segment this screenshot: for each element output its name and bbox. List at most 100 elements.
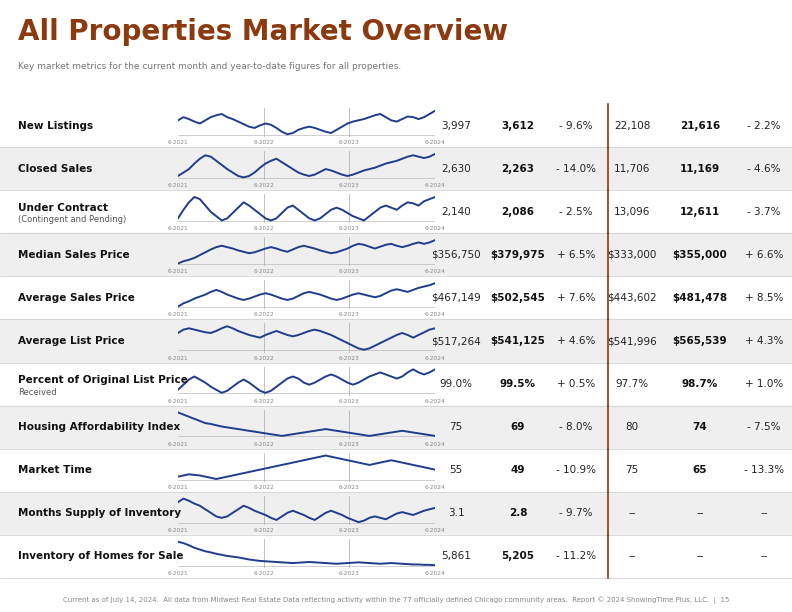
Text: 13,096: 13,096	[614, 207, 650, 217]
Text: 2,086: 2,086	[501, 207, 535, 217]
Text: 6-2023: 6-2023	[339, 356, 360, 360]
Text: 6-2023: 6-2023	[339, 442, 360, 447]
Text: 12,611: 12,611	[680, 207, 720, 217]
Text: 97.7%: 97.7%	[615, 379, 649, 389]
Text: 6-2024: 6-2024	[425, 140, 445, 145]
Text: + 6.6%: + 6.6%	[744, 250, 783, 260]
Text: 6-2022: 6-2022	[253, 485, 274, 490]
Text: 6-2021: 6-2021	[168, 226, 188, 231]
Text: $333,000: $333,000	[607, 250, 657, 260]
Text: $355,000: $355,000	[672, 250, 727, 260]
Text: 6-2024: 6-2024	[425, 356, 445, 360]
Text: 3,612: 3,612	[501, 121, 535, 130]
Text: 6-2023: 6-2023	[339, 313, 360, 318]
Text: 6-2022: 6-2022	[253, 183, 274, 188]
Text: Key market metrics for the current month and year-to-date figures for all proper: Key market metrics for the current month…	[18, 62, 402, 71]
Text: 98.7%: 98.7%	[682, 379, 718, 389]
Text: - 2.5%: - 2.5%	[559, 207, 592, 217]
Text: 21,616: 21,616	[680, 121, 720, 130]
Text: + 8.5%: + 8.5%	[744, 293, 783, 303]
Text: 6-2024: 6-2024	[425, 313, 445, 318]
Text: 6-2021: 6-2021	[168, 140, 188, 145]
Text: Inventory of Homes for Sale: Inventory of Homes for Sale	[18, 551, 184, 561]
Text: 65: 65	[693, 465, 707, 476]
Text: + 1.0%: + 1.0%	[744, 379, 783, 389]
Text: 6-2022: 6-2022	[253, 226, 274, 231]
Text: --: --	[696, 509, 704, 518]
Text: --: --	[760, 551, 767, 561]
Text: Percent of Original List Price: Percent of Original List Price	[18, 375, 188, 385]
Text: New Listings: New Listings	[18, 121, 93, 130]
Text: 6-2024: 6-2024	[497, 86, 539, 96]
Text: - 9.6%: - 9.6%	[559, 121, 592, 130]
Text: - 14.0%: - 14.0%	[556, 163, 596, 174]
Text: $517,264: $517,264	[431, 336, 481, 346]
Text: Key Metrics: Key Metrics	[18, 86, 87, 96]
Text: 6-2022: 6-2022	[253, 269, 274, 274]
Text: $541,996: $541,996	[607, 336, 657, 346]
Text: 6-2023: 6-2023	[436, 86, 476, 96]
Text: 3,997: 3,997	[441, 121, 471, 130]
Text: YTD 2023: YTD 2023	[604, 86, 660, 96]
Text: 6-2023: 6-2023	[339, 485, 360, 490]
Text: 6-2022: 6-2022	[253, 571, 274, 576]
Text: 6-2023: 6-2023	[339, 528, 360, 533]
Text: - 10.9%: - 10.9%	[556, 465, 596, 476]
Text: $467,149: $467,149	[431, 293, 481, 303]
Text: + / –: + / –	[752, 86, 776, 96]
Text: - 4.6%: - 4.6%	[747, 163, 781, 174]
Text: Under Contract: Under Contract	[18, 203, 108, 213]
Text: 6-2021: 6-2021	[168, 398, 188, 404]
Text: 6-2022: 6-2022	[253, 356, 274, 360]
Text: $502,545: $502,545	[490, 293, 546, 303]
Text: - 7.5%: - 7.5%	[747, 422, 781, 432]
Text: $565,539: $565,539	[672, 336, 727, 346]
Text: Received: Received	[18, 387, 56, 397]
Text: 6-2021: 6-2021	[168, 571, 188, 576]
Text: 6-2021: 6-2021	[168, 442, 188, 447]
Text: --: --	[628, 551, 636, 561]
Text: 3.1: 3.1	[447, 509, 464, 518]
Text: 2,630: 2,630	[441, 163, 471, 174]
Text: Housing Affordability Index: Housing Affordability Index	[18, 422, 181, 432]
Text: $379,975: $379,975	[490, 250, 546, 260]
Text: 11,169: 11,169	[680, 163, 720, 174]
Text: 11,706: 11,706	[614, 163, 650, 174]
Text: Months Supply of Inventory: Months Supply of Inventory	[18, 509, 181, 518]
Text: Historical Sparklines: Historical Sparklines	[180, 86, 303, 96]
Text: 6-2024: 6-2024	[425, 485, 445, 490]
Text: 6-2021: 6-2021	[168, 183, 188, 188]
Text: 6-2023: 6-2023	[339, 226, 360, 231]
Text: 6-2024: 6-2024	[425, 398, 445, 404]
Text: 22,108: 22,108	[614, 121, 650, 130]
Text: + 6.5%: + 6.5%	[557, 250, 595, 260]
Text: 6-2023: 6-2023	[339, 269, 360, 274]
Text: 6-2021: 6-2021	[168, 485, 188, 490]
Text: 6-2024: 6-2024	[425, 528, 445, 533]
Text: 6-2021: 6-2021	[168, 356, 188, 360]
Text: Market Time: Market Time	[18, 465, 92, 476]
Text: $443,602: $443,602	[607, 293, 657, 303]
Text: 6-2022: 6-2022	[253, 313, 274, 318]
Text: 49: 49	[511, 465, 525, 476]
Text: 2,140: 2,140	[441, 207, 471, 217]
Text: + / –: + / –	[564, 86, 588, 96]
Text: 6-2022: 6-2022	[253, 398, 274, 404]
Text: - 2.2%: - 2.2%	[747, 121, 781, 130]
Text: - 3.7%: - 3.7%	[747, 207, 781, 217]
Text: 6-2021: 6-2021	[168, 269, 188, 274]
Text: + 7.6%: + 7.6%	[557, 293, 595, 303]
Text: + 4.6%: + 4.6%	[557, 336, 595, 346]
Text: All Properties Market Overview: All Properties Market Overview	[18, 18, 508, 46]
Text: Average List Price: Average List Price	[18, 336, 125, 346]
Text: $356,750: $356,750	[431, 250, 481, 260]
Text: YTD 2024: YTD 2024	[672, 86, 728, 96]
Text: - 8.0%: - 8.0%	[559, 422, 592, 432]
Text: 5,205: 5,205	[501, 551, 535, 561]
Text: --: --	[628, 509, 636, 518]
Text: 6-2021: 6-2021	[168, 313, 188, 318]
Text: 99.5%: 99.5%	[500, 379, 536, 389]
Text: - 9.7%: - 9.7%	[559, 509, 592, 518]
Text: Current as of July 14, 2024.  All data from Midwest Real Estate Data reflecting : Current as of July 14, 2024. All data fr…	[63, 596, 729, 604]
Text: 2,263: 2,263	[501, 163, 535, 174]
